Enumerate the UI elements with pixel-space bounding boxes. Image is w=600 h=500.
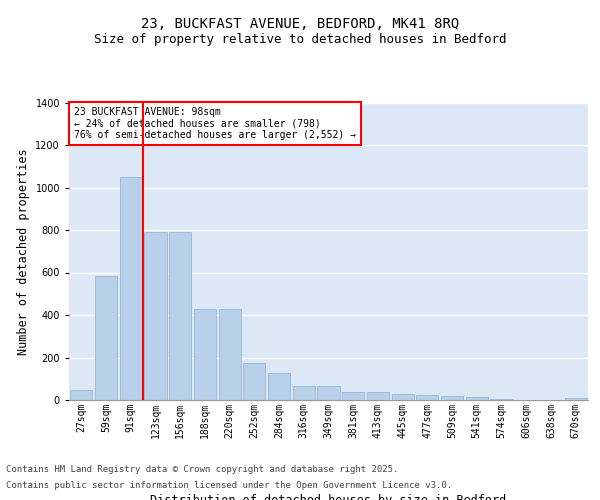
Bar (293, 386, 315, 400)
Bar (441, 396, 463, 400)
Bar (466, 398, 488, 400)
Bar (268, 374, 290, 400)
Bar (317, 386, 340, 400)
Bar (416, 394, 439, 400)
Text: Size of property relative to detached houses in Bedford: Size of property relative to detached ho… (94, 32, 506, 46)
Text: 23, BUCKFAST AVENUE, BEDFORD, MK41 8RQ: 23, BUCKFAST AVENUE, BEDFORD, MK41 8RQ (141, 18, 459, 32)
Text: 23 BUCKFAST AVENUE: 98sqm
← 24% of detached houses are smaller (798)
76% of semi: 23 BUCKFAST AVENUE: 98sqm ← 24% of detac… (74, 107, 356, 140)
Bar (490, 399, 512, 400)
Text: Contains HM Land Registry data © Crown copyright and database right 2025.: Contains HM Land Registry data © Crown c… (6, 466, 398, 474)
Bar (119, 177, 142, 400)
Bar (169, 232, 191, 400)
Bar (70, 390, 92, 400)
Bar (145, 232, 167, 400)
Bar (342, 392, 364, 400)
Bar (194, 308, 216, 400)
Bar (367, 392, 389, 400)
X-axis label: Distribution of detached houses by size in Bedford: Distribution of detached houses by size … (151, 494, 506, 500)
Bar (95, 276, 117, 400)
Bar (565, 398, 587, 400)
Text: Contains public sector information licensed under the Open Government Licence v3: Contains public sector information licen… (6, 480, 452, 490)
Y-axis label: Number of detached properties: Number of detached properties (17, 148, 30, 354)
Bar (243, 363, 265, 400)
Bar (218, 308, 241, 400)
Bar (392, 394, 414, 400)
